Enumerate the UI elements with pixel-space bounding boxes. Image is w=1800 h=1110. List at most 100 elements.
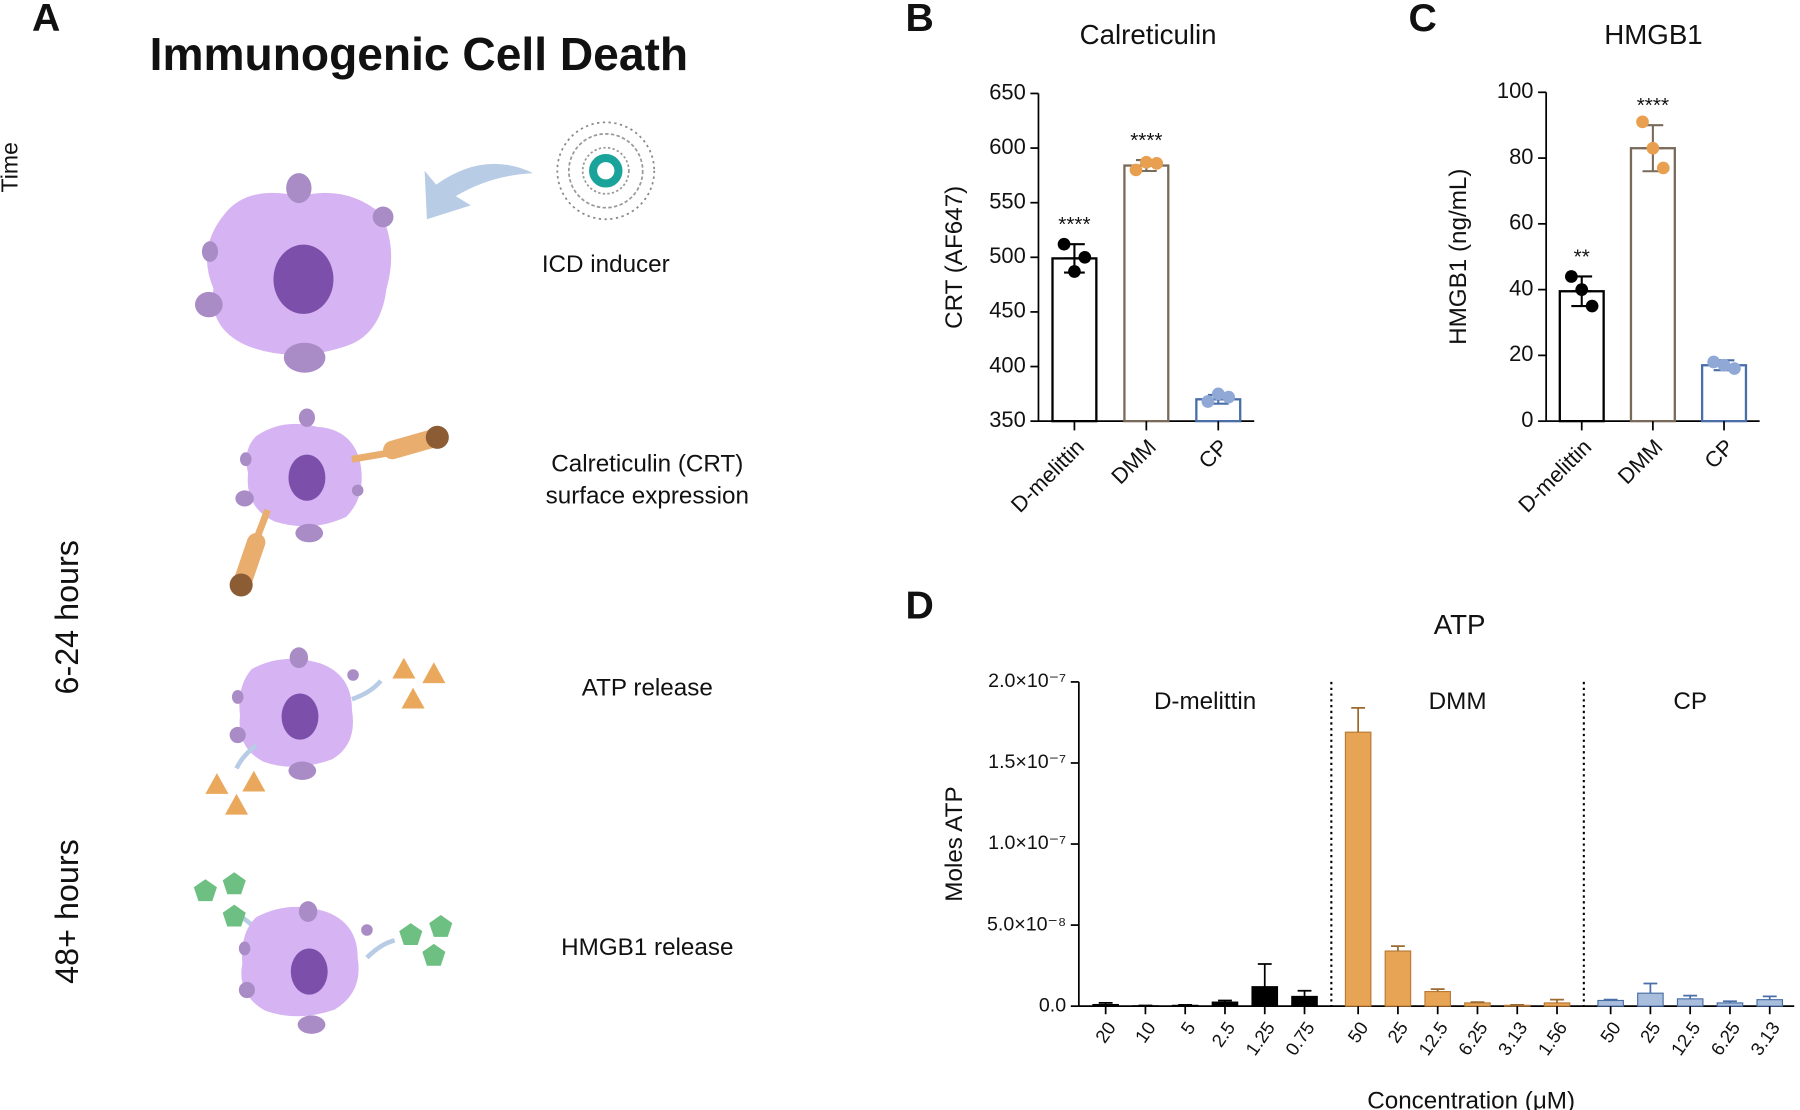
- diagram-title: Immunogenic Cell Death: [150, 28, 688, 80]
- bar: [1716, 1002, 1744, 1007]
- significance-label: **: [1574, 245, 1590, 268]
- bar: [1092, 1003, 1119, 1007]
- data-point: [1211, 387, 1225, 401]
- error-bar: [1297, 989, 1312, 997]
- significance-label: ****: [1637, 94, 1669, 117]
- crt-rods: [229, 425, 449, 597]
- x-tick-label: 1.56: [1533, 1018, 1571, 1059]
- data-point: [1150, 157, 1164, 170]
- panel-label: C: [1409, 0, 1437, 40]
- chart-title: Calreticulin: [1080, 19, 1217, 50]
- bar: [1700, 364, 1748, 423]
- y-axis-label: HMGB1 (ng/mL): [1445, 169, 1472, 345]
- data-point: [1129, 163, 1143, 177]
- data-point: [1068, 265, 1081, 278]
- data-point: [1717, 358, 1731, 372]
- panel-label: B: [905, 0, 933, 40]
- y-tick-label: 20: [1509, 341, 1533, 366]
- x-tick-label: D-melittin: [1513, 434, 1596, 517]
- step-label: surface expression: [546, 483, 749, 510]
- error-bar: [1643, 982, 1658, 994]
- y-tick-label: 80: [1509, 144, 1533, 169]
- x-tick-label: 20: [1091, 1018, 1120, 1047]
- step-label: ATP release: [582, 674, 713, 701]
- error-bar: [1723, 1000, 1737, 1003]
- x-tick-label: 6.25: [1706, 1018, 1744, 1059]
- y-tick-label: 0.0: [1039, 994, 1066, 1016]
- hmgb1-pentagons: [193, 872, 453, 966]
- bar: [1637, 992, 1664, 1007]
- y-tick-label: 100: [1497, 78, 1534, 103]
- chart-title: HMGB1: [1604, 19, 1702, 50]
- data-point: [1575, 283, 1589, 296]
- x-tick-label: 25: [1636, 1018, 1665, 1047]
- blebs: [229, 647, 359, 780]
- data-point: [1078, 250, 1092, 264]
- panel-label: D: [905, 583, 933, 627]
- data-point: [1707, 355, 1720, 369]
- error-bar: [1218, 999, 1232, 1003]
- data-point: [1656, 161, 1670, 175]
- y-tick-label: 450: [989, 298, 1026, 323]
- bar: [1756, 999, 1784, 1007]
- nucleus: [273, 244, 334, 314]
- data-point: [1646, 141, 1660, 155]
- y-tick-label: 350: [989, 407, 1026, 432]
- time-mark: 6-24 hours: [49, 540, 85, 694]
- y-tick-label: 60: [1509, 210, 1533, 235]
- error-bar: [1351, 706, 1366, 733]
- x-tick-label: DMM: [1106, 434, 1161, 489]
- data-point: [1140, 155, 1153, 169]
- error-bar: [1683, 994, 1698, 999]
- x-tick-label: 2.5: [1207, 1018, 1239, 1051]
- chart-title: ATP: [1434, 609, 1486, 640]
- x-tick-label: 50: [1343, 1018, 1372, 1047]
- illustration: [193, 121, 656, 1034]
- y-tick-label: 1.0×10⁻⁷: [988, 832, 1066, 854]
- data-point: [1636, 115, 1649, 129]
- x-tick-label: 10: [1131, 1018, 1160, 1047]
- y-axis-label: CRT (AF647): [941, 186, 968, 329]
- data-point: [1728, 362, 1741, 375]
- x-tick-label: 6.25: [1454, 1018, 1492, 1059]
- nanoparticle: [556, 121, 656, 221]
- nucleus: [290, 948, 328, 995]
- x-tick-label: 25: [1383, 1018, 1412, 1047]
- data-point: [1565, 270, 1578, 283]
- error-bar: [1603, 998, 1618, 1001]
- blebs: [235, 408, 364, 543]
- data-point: [1057, 237, 1071, 251]
- data-point: [1201, 395, 1215, 408]
- error-bar: [1390, 945, 1405, 952]
- bar: [1251, 986, 1279, 1007]
- x-tick-label: 1.25: [1241, 1018, 1279, 1059]
- bar: [1543, 1002, 1571, 1007]
- y-tick-label: 40: [1509, 275, 1533, 300]
- y-tick-label: 500: [989, 243, 1026, 268]
- x-tick-label: CP: [1699, 434, 1738, 473]
- arrow: [424, 163, 534, 220]
- y-tick-label: 0: [1521, 407, 1533, 432]
- y-tick-label: 2.0×10⁻⁷: [988, 670, 1066, 692]
- x-tick-label: 3.13: [1746, 1018, 1784, 1059]
- bar: [1676, 998, 1704, 1007]
- x-tick-label: 5: [1176, 1018, 1199, 1038]
- group-label: D-melittin: [1154, 688, 1256, 715]
- group-label: CP: [1673, 688, 1707, 715]
- bar: [1629, 147, 1676, 423]
- bar: [1211, 1001, 1239, 1007]
- blebs: [238, 901, 373, 1034]
- error-bar: [1470, 1001, 1485, 1003]
- bar: [1558, 290, 1605, 423]
- x-tick-label: 0.75: [1281, 1018, 1319, 1059]
- significance-label: ****: [1130, 129, 1162, 152]
- blebs: [195, 173, 394, 373]
- error-bar: [1430, 988, 1445, 992]
- bar: [1123, 164, 1170, 423]
- y-tick-label: 650: [989, 79, 1026, 104]
- atp-triangles: [205, 657, 446, 815]
- bar: [1464, 1002, 1491, 1007]
- nucleus: [281, 693, 319, 740]
